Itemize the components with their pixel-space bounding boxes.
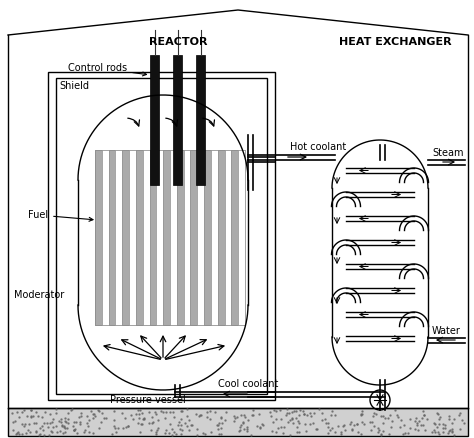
Text: Hot coolant: Hot coolant	[290, 142, 346, 152]
Bar	[143, 150, 149, 325]
Text: HEAT EXCHANGER: HEAT EXCHANGER	[339, 37, 451, 47]
Text: Control rods: Control rods	[68, 63, 146, 76]
Bar	[163, 150, 170, 325]
Circle shape	[370, 390, 390, 410]
Bar	[149, 150, 156, 325]
Bar	[211, 150, 218, 325]
Bar	[183, 150, 191, 325]
Text: REACTOR: REACTOR	[149, 37, 207, 47]
Bar	[218, 150, 225, 325]
Bar	[102, 150, 109, 325]
Bar	[191, 150, 197, 325]
Bar	[197, 55, 206, 185]
Text: Cool coolant: Cool coolant	[218, 379, 278, 389]
Bar	[116, 150, 122, 325]
Bar	[156, 150, 163, 325]
Bar	[151, 55, 159, 185]
Bar	[177, 150, 183, 325]
Text: Water: Water	[432, 326, 461, 336]
Bar	[231, 150, 238, 325]
Bar	[95, 150, 102, 325]
Bar	[170, 150, 177, 325]
Bar	[225, 150, 231, 325]
Bar	[95, 150, 245, 325]
Text: Fuel: Fuel	[28, 210, 93, 221]
Bar	[204, 150, 211, 325]
Bar	[136, 150, 143, 325]
Bar	[8, 408, 468, 436]
Text: Pressure vessel: Pressure vessel	[110, 395, 186, 405]
Bar	[173, 55, 182, 185]
Text: Shield: Shield	[59, 81, 89, 91]
Bar	[129, 150, 136, 325]
Bar	[197, 150, 204, 325]
Bar	[238, 150, 245, 325]
Bar	[48, 72, 275, 400]
Text: Moderator: Moderator	[14, 290, 64, 300]
Bar	[56, 78, 267, 394]
Bar	[122, 150, 129, 325]
Text: Steam: Steam	[432, 148, 464, 158]
Bar	[109, 150, 116, 325]
